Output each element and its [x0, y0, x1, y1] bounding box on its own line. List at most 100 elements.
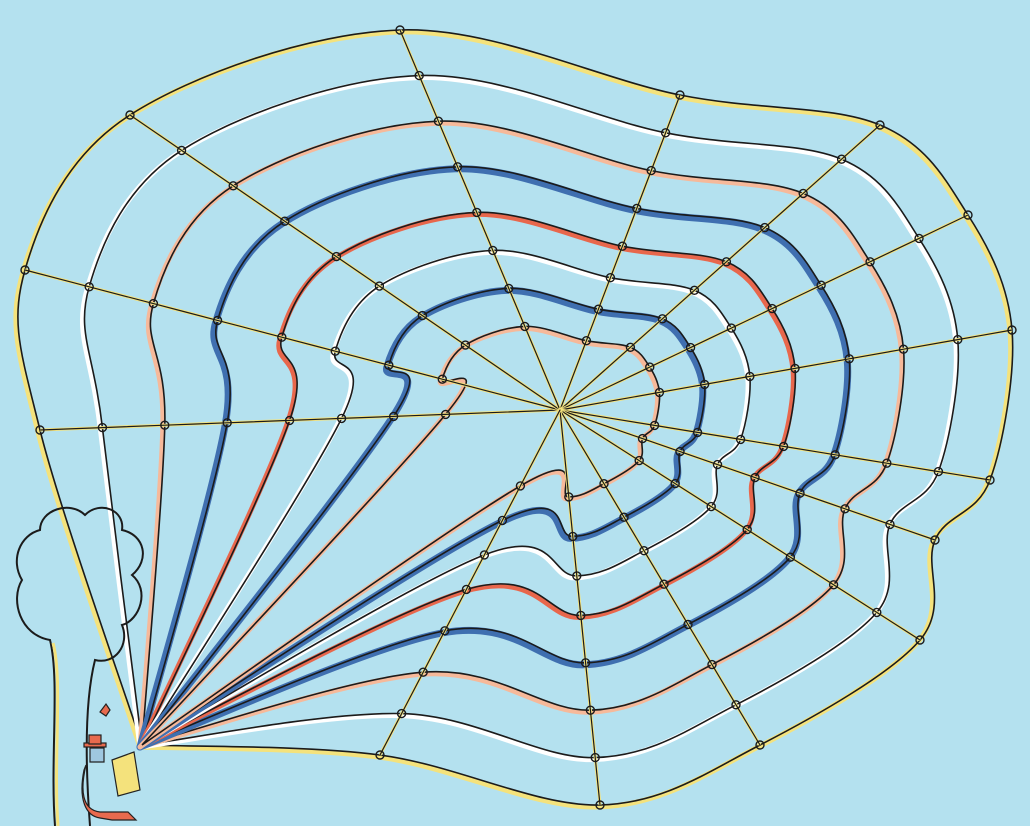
knot: [418, 667, 428, 677]
knot: [742, 524, 752, 535]
knot: [646, 165, 656, 176]
knot: [649, 420, 660, 431]
ring-ink: [141, 287, 706, 746]
knot: [914, 233, 924, 244]
knot: [755, 740, 765, 750]
knot: [731, 700, 741, 710]
body: [81, 764, 138, 821]
knot: [683, 619, 693, 630]
knot: [654, 387, 665, 398]
spoke-ink: [559, 409, 991, 481]
knot: [515, 481, 526, 491]
knot: [568, 531, 578, 542]
knot: [284, 415, 295, 426]
knot: [595, 800, 605, 810]
knot: [617, 241, 628, 251]
knot: [689, 285, 700, 295]
knot: [707, 659, 717, 670]
knot: [915, 635, 925, 645]
knot: [706, 501, 716, 512]
knot: [440, 626, 450, 636]
knot: [599, 479, 609, 489]
knot: [953, 334, 963, 345]
knot: [330, 346, 340, 356]
knot: [692, 427, 703, 438]
knot: [760, 222, 770, 233]
knot: [872, 607, 882, 618]
knot: [645, 362, 655, 372]
knot: [479, 550, 490, 560]
spoke-ink: [24, 269, 561, 411]
spoke-ink: [559, 409, 761, 746]
knot: [437, 374, 447, 384]
knot: [657, 314, 668, 324]
knot: [35, 425, 45, 435]
knot: [795, 488, 805, 498]
knot: [670, 478, 680, 489]
knot: [388, 411, 399, 422]
knot: [581, 336, 592, 346]
knot: [564, 492, 574, 502]
hat: [88, 734, 102, 745]
tree-highlight: [51, 642, 60, 826]
knot: [625, 342, 636, 352]
knot: [985, 475, 995, 485]
knot: [576, 610, 586, 621]
knot: [488, 245, 498, 256]
knot: [785, 552, 796, 562]
knot: [375, 750, 385, 760]
knot: [930, 535, 940, 545]
spoke-ink: [559, 94, 681, 411]
knot: [882, 458, 892, 468]
spoke-ink: [399, 29, 561, 411]
knot: [396, 708, 407, 719]
knot: [778, 441, 789, 452]
knot: [384, 360, 394, 370]
spoke-ink: [559, 409, 936, 541]
ring-color: [137, 325, 661, 750]
spoke-ink: [379, 409, 561, 756]
knot: [885, 519, 895, 530]
knot: [634, 455, 644, 466]
knot: [176, 145, 187, 156]
tree-outline: [15, 506, 144, 826]
knot: [148, 298, 159, 309]
knot: [830, 450, 840, 460]
knot: [228, 181, 238, 191]
knot-group: [20, 25, 1017, 810]
bird: [99, 702, 111, 717]
knot: [414, 70, 424, 81]
knot: [619, 512, 629, 522]
knot: [374, 281, 385, 291]
knot: [580, 658, 591, 668]
knot: [750, 472, 760, 483]
knot: [504, 283, 514, 294]
knot: [699, 379, 710, 390]
knot: [84, 282, 94, 292]
spoke-ink: [559, 329, 1013, 411]
knot: [277, 332, 287, 342]
knot: [1007, 325, 1017, 335]
knot: [875, 120, 885, 130]
book: [111, 751, 141, 797]
spoke-ink: [559, 409, 601, 806]
knot: [336, 413, 347, 424]
knot: [745, 371, 755, 382]
knot: [828, 580, 839, 590]
knot: [675, 90, 685, 100]
knot: [836, 154, 847, 164]
knot: [417, 310, 428, 321]
knot: [590, 752, 600, 763]
knot: [461, 584, 472, 595]
knot: [685, 342, 696, 353]
knot: [331, 251, 342, 262]
knot: [97, 422, 108, 433]
knot: [637, 433, 648, 444]
knot: [395, 25, 405, 35]
knot: [212, 315, 223, 326]
knot: [452, 162, 463, 172]
spoke-ink: [559, 124, 881, 411]
knot: [726, 323, 737, 333]
